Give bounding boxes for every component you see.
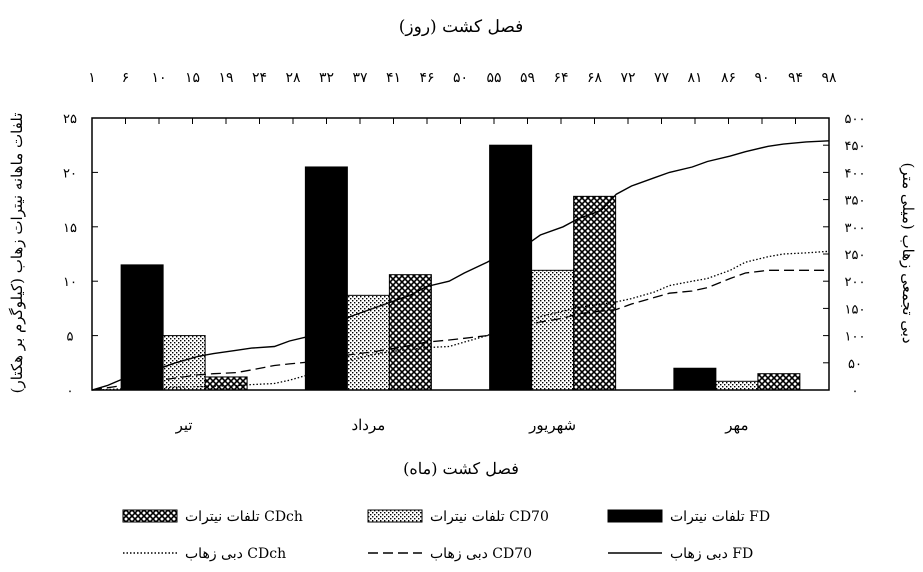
- bar-2-1: [162, 335, 206, 391]
- day-tick-label-19: ۸۶: [721, 70, 736, 86]
- day-tick-label-21: ۹۴: [788, 70, 803, 86]
- y-axis-label: تلفات ماهانه نیترات زهاب (کیلوگرم بر هکت…: [8, 113, 26, 394]
- bar-2-4: [715, 380, 759, 391]
- y2-tick-label-5: ۲۵۰: [845, 248, 866, 263]
- day-tick-label-14: ۶۴: [553, 70, 568, 86]
- bar-1-4: [673, 367, 717, 391]
- day-tick-label-18: ۸۱: [687, 70, 702, 86]
- legend-swatch-1: [607, 509, 663, 523]
- category-label-2: مرداد: [351, 416, 385, 434]
- day-tick-label-1: ۶: [122, 70, 130, 86]
- bar-3-3: [573, 195, 617, 391]
- ticks-layer: [91, 117, 830, 391]
- day-tick-label-6: ۲۸: [285, 70, 301, 86]
- y2-tick-label-2: ۱۰۰: [845, 330, 866, 345]
- legend-label-5: دبی زهاب CD70: [430, 546, 532, 562]
- bar-1-2: [304, 166, 348, 391]
- x-axis-label: فصل کشت (ماه): [403, 459, 519, 478]
- line-series-1: [91, 140, 830, 391]
- bar-1-1: [120, 264, 164, 391]
- day-tick-label-3: ۱۵: [185, 70, 200, 86]
- y2-tick-label-3: ۱۵۰: [845, 302, 866, 317]
- y2-tick-label-1: ۵۰: [848, 357, 862, 372]
- day-tick-label-17: ۷۷: [654, 70, 670, 86]
- legend-swatch-2: [367, 509, 423, 523]
- y-tick-label-0: ۰: [67, 384, 74, 399]
- bar-2-3: [531, 269, 575, 391]
- day-tick-label-2: ۱۰: [151, 70, 166, 86]
- y2-tick-label-4: ۲۰۰: [845, 275, 866, 290]
- day-tick-label-8: ۳۷: [352, 70, 368, 86]
- day-tick-label-20: ۹۰: [754, 70, 769, 86]
- y2-tick-label-7: ۳۵۰: [845, 194, 866, 209]
- legend-label-2: تلفات نیترات CD70: [430, 509, 549, 525]
- chart-title: فصل کشت (روز): [399, 17, 523, 37]
- bar-2-2: [346, 294, 390, 391]
- y-tick-label-5: ۲۵: [63, 112, 77, 127]
- day-tick-label-11: ۵۰: [453, 70, 468, 86]
- y2-tick-label-8: ۴۰۰: [845, 166, 866, 181]
- y2-tick-label-6: ۳۰۰: [845, 221, 866, 236]
- bar-3-2: [388, 274, 432, 391]
- day-tick-label-9: ۴۱: [386, 70, 401, 86]
- day-tick-label-12: ۵۵: [486, 70, 501, 86]
- bar-3-4: [757, 373, 801, 391]
- legend-label-6: دبی زهاب CDch: [185, 546, 286, 562]
- bars-layer: [120, 144, 801, 391]
- y2-axis-label: دبی تجمعی زهاب (میلی متر): [899, 162, 917, 343]
- y-tick-label-3: ۱۵: [63, 221, 77, 236]
- labels-layer: ۰۵۱۰۱۵۲۰۲۵۰۵۰۱۰۰۱۵۰۲۰۰۲۵۰۳۰۰۳۵۰۴۰۰۴۵۰۵۰۰…: [63, 70, 865, 434]
- category-label-1: تیر: [175, 416, 193, 434]
- day-tick-label-5: ۲۴: [252, 70, 267, 86]
- y-tick-label-1: ۵: [67, 330, 74, 345]
- bar-3-1: [204, 376, 248, 391]
- day-tick-label-15: ۶۸: [587, 70, 603, 86]
- category-label-4: مهر: [724, 416, 748, 434]
- y2-tick-label-10: ۵۰۰: [845, 112, 866, 127]
- day-tick-label-4: ۱۹: [218, 70, 233, 86]
- legend-label-4: دبی زهاب FD: [670, 546, 753, 562]
- category-label-3: شهریور: [528, 416, 576, 434]
- legend-label-1: تلفات نیترات FD: [670, 509, 770, 525]
- legend-swatch-3: [122, 509, 178, 523]
- y2-tick-label-0: ۰: [852, 384, 859, 399]
- y2-tick-label-9: ۴۵۰: [845, 139, 866, 154]
- legend-label-3: تلفات نیترات CDch: [185, 509, 303, 525]
- day-tick-label-7: ۳۲: [319, 70, 334, 86]
- legend: تلفات نیترات FD تلفات نیترات CD70 تلفات نی…: [122, 509, 770, 562]
- day-tick-label-10: ۴۶: [419, 70, 434, 86]
- day-tick-label-16: ۷۲: [620, 70, 635, 86]
- y-tick-label-4: ۲۰: [63, 166, 77, 181]
- lines-layer: [91, 140, 830, 391]
- day-tick-label-13: ۵۹: [520, 70, 535, 86]
- y-tick-label-2: ۱۰: [63, 275, 77, 290]
- day-tick-label-0: ۱: [88, 70, 96, 86]
- bar-1-3: [489, 144, 533, 391]
- day-tick-label-22: ۹۸: [821, 70, 837, 86]
- line-series-2: [91, 269, 829, 391]
